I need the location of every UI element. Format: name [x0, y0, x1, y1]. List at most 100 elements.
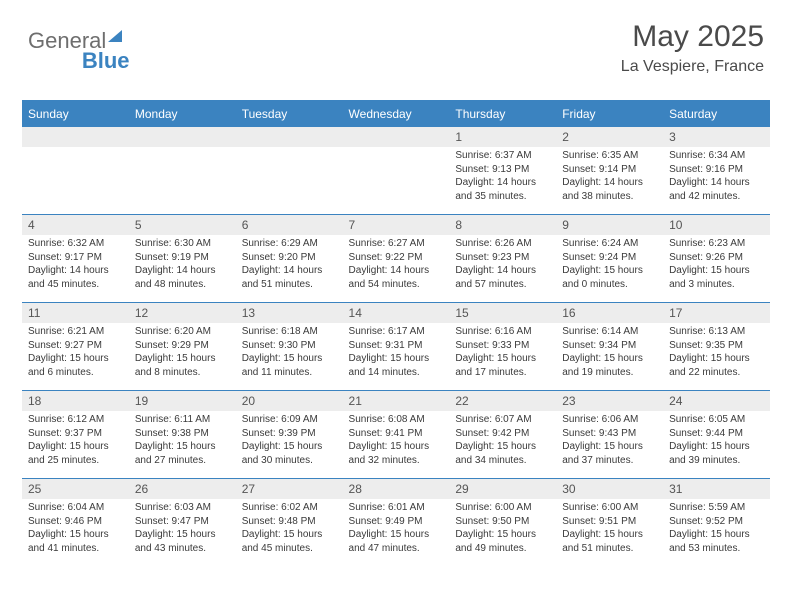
- col-friday: Friday: [556, 102, 663, 126]
- calendar-cell: 20Sunrise: 6:09 AMSunset: 9:39 PMDayligh…: [236, 390, 343, 478]
- day-number: 21: [343, 391, 450, 411]
- sunset-text: Sunset: 9:34 PM: [562, 339, 657, 353]
- day-number-empty: [343, 127, 450, 147]
- sunset-text: Sunset: 9:14 PM: [562, 163, 657, 177]
- day-number: 3: [663, 127, 770, 147]
- sunset-text: Sunset: 9:44 PM: [669, 427, 764, 441]
- day-number: 27: [236, 479, 343, 499]
- day-details: Sunrise: 6:32 AMSunset: 9:17 PMDaylight:…: [22, 235, 129, 295]
- sunset-text: Sunset: 9:16 PM: [669, 163, 764, 177]
- sunrise-text: Sunrise: 6:13 AM: [669, 325, 764, 339]
- calendar-cell: 2Sunrise: 6:35 AMSunset: 9:14 PMDaylight…: [556, 126, 663, 214]
- calendar-cell: 27Sunrise: 6:02 AMSunset: 9:48 PMDayligh…: [236, 478, 343, 566]
- day-details: Sunrise: 6:09 AMSunset: 9:39 PMDaylight:…: [236, 411, 343, 471]
- daylight-text: Daylight: 15 hours and 32 minutes.: [349, 440, 444, 467]
- day-details: Sunrise: 6:07 AMSunset: 9:42 PMDaylight:…: [449, 411, 556, 471]
- daylight-text: Daylight: 15 hours and 25 minutes.: [28, 440, 123, 467]
- daylight-text: Daylight: 15 hours and 30 minutes.: [242, 440, 337, 467]
- calendar-cell: 10Sunrise: 6:23 AMSunset: 9:26 PMDayligh…: [663, 214, 770, 302]
- logo-text-blue: Blue: [82, 48, 130, 74]
- day-details: Sunrise: 6:23 AMSunset: 9:26 PMDaylight:…: [663, 235, 770, 295]
- sunrise-text: Sunrise: 6:37 AM: [455, 149, 550, 163]
- calendar-cell: [343, 126, 450, 214]
- daylight-text: Daylight: 15 hours and 14 minutes.: [349, 352, 444, 379]
- day-number: 7: [343, 215, 450, 235]
- sunset-text: Sunset: 9:31 PM: [349, 339, 444, 353]
- day-details: Sunrise: 6:30 AMSunset: 9:19 PMDaylight:…: [129, 235, 236, 295]
- calendar-cell: 26Sunrise: 6:03 AMSunset: 9:47 PMDayligh…: [129, 478, 236, 566]
- sunset-text: Sunset: 9:49 PM: [349, 515, 444, 529]
- calendar-cell: 5Sunrise: 6:30 AMSunset: 9:19 PMDaylight…: [129, 214, 236, 302]
- calendar-cell: 4Sunrise: 6:32 AMSunset: 9:17 PMDaylight…: [22, 214, 129, 302]
- sunrise-text: Sunrise: 6:12 AM: [28, 413, 123, 427]
- calendar-cell: 29Sunrise: 6:00 AMSunset: 9:50 PMDayligh…: [449, 478, 556, 566]
- calendar-cell: 23Sunrise: 6:06 AMSunset: 9:43 PMDayligh…: [556, 390, 663, 478]
- day-details: Sunrise: 6:29 AMSunset: 9:20 PMDaylight:…: [236, 235, 343, 295]
- day-number: 9: [556, 215, 663, 235]
- calendar-cell: 8Sunrise: 6:26 AMSunset: 9:23 PMDaylight…: [449, 214, 556, 302]
- day-number: 15: [449, 303, 556, 323]
- sunset-text: Sunset: 9:52 PM: [669, 515, 764, 529]
- daylight-text: Daylight: 15 hours and 0 minutes.: [562, 264, 657, 291]
- day-details: Sunrise: 6:05 AMSunset: 9:44 PMDaylight:…: [663, 411, 770, 471]
- day-number: 12: [129, 303, 236, 323]
- calendar-week-row: 18Sunrise: 6:12 AMSunset: 9:37 PMDayligh…: [22, 390, 770, 478]
- day-number: 16: [556, 303, 663, 323]
- location-subtitle: La Vespiere, France: [621, 58, 764, 76]
- sunrise-text: Sunrise: 6:11 AM: [135, 413, 230, 427]
- day-details: Sunrise: 6:16 AMSunset: 9:33 PMDaylight:…: [449, 323, 556, 383]
- day-number: 11: [22, 303, 129, 323]
- day-details: Sunrise: 6:26 AMSunset: 9:23 PMDaylight:…: [449, 235, 556, 295]
- calendar-cell: 30Sunrise: 6:00 AMSunset: 9:51 PMDayligh…: [556, 478, 663, 566]
- sunrise-text: Sunrise: 5:59 AM: [669, 501, 764, 515]
- day-number: 29: [449, 479, 556, 499]
- calendar-cell: 11Sunrise: 6:21 AMSunset: 9:27 PMDayligh…: [22, 302, 129, 390]
- sunset-text: Sunset: 9:19 PM: [135, 251, 230, 265]
- sunset-text: Sunset: 9:26 PM: [669, 251, 764, 265]
- col-saturday: Saturday: [663, 102, 770, 126]
- calendar-cell: 31Sunrise: 5:59 AMSunset: 9:52 PMDayligh…: [663, 478, 770, 566]
- day-details: Sunrise: 6:20 AMSunset: 9:29 PMDaylight:…: [129, 323, 236, 383]
- calendar-cell: 9Sunrise: 6:24 AMSunset: 9:24 PMDaylight…: [556, 214, 663, 302]
- sunset-text: Sunset: 9:38 PM: [135, 427, 230, 441]
- calendar-week-row: 11Sunrise: 6:21 AMSunset: 9:27 PMDayligh…: [22, 302, 770, 390]
- sunrise-text: Sunrise: 6:07 AM: [455, 413, 550, 427]
- day-number: 22: [449, 391, 556, 411]
- day-number: 23: [556, 391, 663, 411]
- day-details: Sunrise: 6:03 AMSunset: 9:47 PMDaylight:…: [129, 499, 236, 559]
- day-details: Sunrise: 6:14 AMSunset: 9:34 PMDaylight:…: [556, 323, 663, 383]
- sunset-text: Sunset: 9:24 PM: [562, 251, 657, 265]
- day-number: 28: [343, 479, 450, 499]
- sunrise-text: Sunrise: 6:08 AM: [349, 413, 444, 427]
- daylight-text: Daylight: 15 hours and 41 minutes.: [28, 528, 123, 555]
- col-monday: Monday: [129, 102, 236, 126]
- calendar-cell: 13Sunrise: 6:18 AMSunset: 9:30 PMDayligh…: [236, 302, 343, 390]
- daylight-text: Daylight: 14 hours and 57 minutes.: [455, 264, 550, 291]
- day-number: 1: [449, 127, 556, 147]
- day-number: 13: [236, 303, 343, 323]
- daylight-text: Daylight: 15 hours and 3 minutes.: [669, 264, 764, 291]
- day-number-empty: [236, 127, 343, 147]
- calendar-cell: 18Sunrise: 6:12 AMSunset: 9:37 PMDayligh…: [22, 390, 129, 478]
- daylight-text: Daylight: 14 hours and 45 minutes.: [28, 264, 123, 291]
- daylight-text: Daylight: 15 hours and 37 minutes.: [562, 440, 657, 467]
- sunrise-text: Sunrise: 6:20 AM: [135, 325, 230, 339]
- sunrise-text: Sunrise: 6:14 AM: [562, 325, 657, 339]
- day-details: Sunrise: 5:59 AMSunset: 9:52 PMDaylight:…: [663, 499, 770, 559]
- calendar-cell: 21Sunrise: 6:08 AMSunset: 9:41 PMDayligh…: [343, 390, 450, 478]
- sunset-text: Sunset: 9:23 PM: [455, 251, 550, 265]
- sunrise-text: Sunrise: 6:06 AM: [562, 413, 657, 427]
- daylight-text: Daylight: 15 hours and 27 minutes.: [135, 440, 230, 467]
- sunrise-text: Sunrise: 6:21 AM: [28, 325, 123, 339]
- calendar-cell: 15Sunrise: 6:16 AMSunset: 9:33 PMDayligh…: [449, 302, 556, 390]
- day-details: Sunrise: 6:00 AMSunset: 9:51 PMDaylight:…: [556, 499, 663, 559]
- calendar-table: Sunday Monday Tuesday Wednesday Thursday…: [22, 102, 770, 566]
- daylight-text: Daylight: 15 hours and 19 minutes.: [562, 352, 657, 379]
- sunrise-text: Sunrise: 6:35 AM: [562, 149, 657, 163]
- day-number-empty: [129, 127, 236, 147]
- day-details: Sunrise: 6:35 AMSunset: 9:14 PMDaylight:…: [556, 147, 663, 207]
- sunrise-text: Sunrise: 6:05 AM: [669, 413, 764, 427]
- calendar-cell: 7Sunrise: 6:27 AMSunset: 9:22 PMDaylight…: [343, 214, 450, 302]
- sunset-text: Sunset: 9:22 PM: [349, 251, 444, 265]
- day-number: 30: [556, 479, 663, 499]
